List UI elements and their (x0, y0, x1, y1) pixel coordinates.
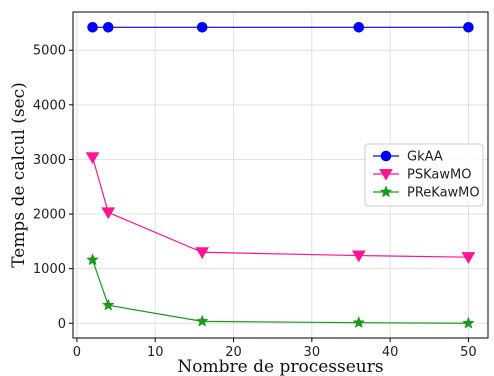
axis-ticks: 0 10 20 30 40 50 0 1000 2000 3000 4000 5000 (33, 44, 477, 360)
legend-item-prekawmo: PReKawMO (373, 185, 480, 201)
data-point-gkaa (463, 21, 474, 33)
series-prekawmo (86, 253, 475, 329)
x-tick-label: 40 (382, 345, 399, 360)
data-point-pskawmo (461, 252, 476, 264)
data-point-gkaa (353, 21, 365, 33)
data-point-gkaa (102, 21, 114, 33)
legend-marker-prekawmo (379, 185, 393, 198)
x-axis-title: Nombre de processeurs (177, 357, 383, 376)
data-point-prekawmo (101, 298, 115, 311)
plot-area (72, 11, 489, 339)
data-point-prekawmo (86, 253, 99, 266)
x-tick-label: 30 (304, 345, 321, 360)
legend-label: GkAA (407, 150, 443, 165)
y-tick-label: 5000 (33, 44, 66, 59)
y-tick-label: 4000 (33, 98, 66, 113)
data-point-pskawmo (195, 247, 210, 259)
legend-box (364, 143, 484, 207)
legend-item-gkaa: GkAA (373, 150, 443, 165)
data-point-pskawmo (85, 152, 100, 164)
data-point-prekawmo (195, 314, 209, 327)
x-tick-label: 10 (147, 345, 164, 360)
data-point-pskawmo (351, 250, 366, 263)
x-tick-label: 20 (225, 345, 242, 360)
legend-label: PReKawMO (407, 186, 480, 201)
legend-item-pskawmo: PSKawMO (373, 168, 471, 183)
series-gkaa (87, 21, 474, 33)
data-point-gkaa (196, 21, 208, 33)
y-tick-label: 0 (58, 317, 66, 332)
y-tick-label: 1000 (33, 262, 66, 277)
data-point-pskawmo (101, 207, 116, 220)
y-tick-label: 3000 (33, 153, 66, 168)
series (85, 21, 476, 329)
data-point-prekawmo (352, 316, 366, 329)
y-axis-title: Temps de calcul (sec) (9, 82, 29, 268)
legend: GkAA PSKawMO PReKawMO (364, 143, 484, 207)
data-point-gkaa (87, 21, 98, 33)
y-tick-label: 2000 (33, 208, 66, 223)
series-line-prekawmo (92, 259, 469, 324)
data-point-prekawmo (462, 316, 475, 329)
series-pskawmo (85, 152, 476, 264)
x-tick-label: 0 (73, 345, 81, 360)
legend-marker-gkaa (380, 150, 392, 162)
legend-marker-pskawmo (379, 169, 393, 181)
x-tick-label: 50 (460, 345, 477, 360)
legend-label: PSKawMO (407, 168, 471, 183)
